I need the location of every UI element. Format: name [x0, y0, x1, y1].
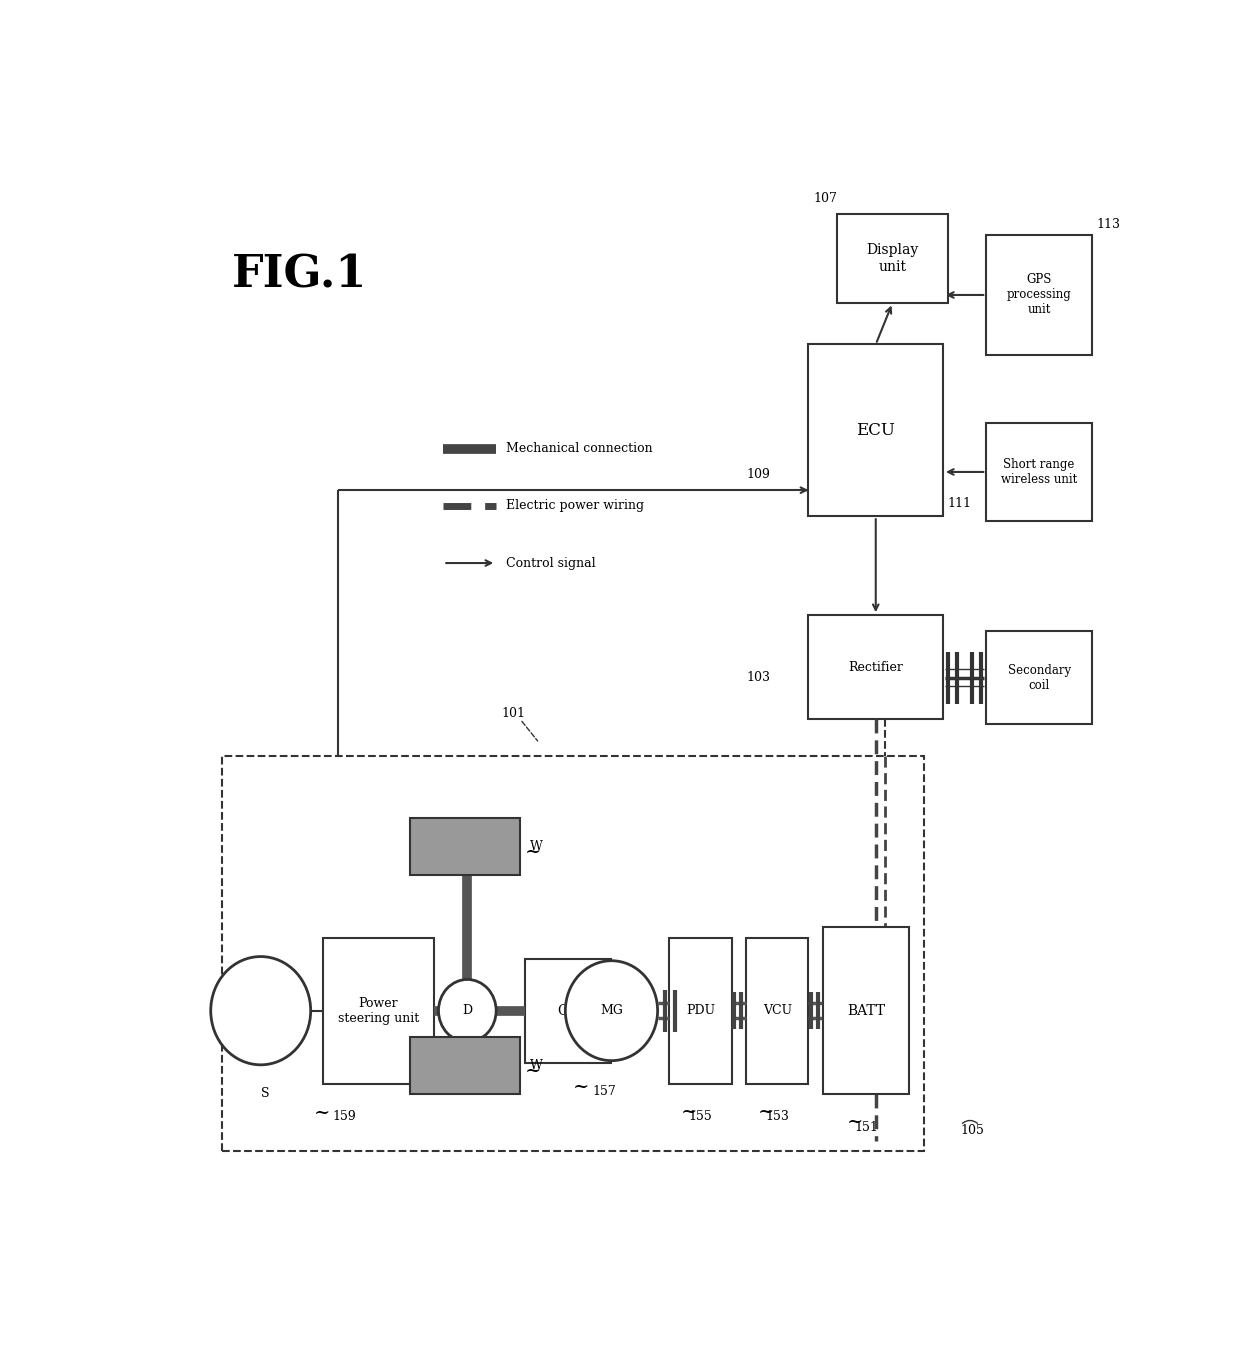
FancyBboxPatch shape: [986, 630, 1092, 725]
Text: ~: ~: [758, 1103, 775, 1121]
FancyBboxPatch shape: [986, 235, 1092, 354]
FancyBboxPatch shape: [837, 215, 947, 303]
Text: ~: ~: [573, 1078, 589, 1095]
Text: Display
unit: Display unit: [867, 243, 919, 273]
Text: D: D: [463, 1005, 472, 1017]
Text: 151: 151: [854, 1121, 878, 1134]
Text: MG: MG: [600, 1005, 622, 1017]
Text: 105: 105: [960, 1124, 985, 1137]
Text: 101: 101: [501, 707, 525, 721]
FancyBboxPatch shape: [324, 938, 434, 1083]
Circle shape: [439, 979, 496, 1042]
Text: Short range
wireless unit: Short range wireless unit: [1001, 458, 1078, 485]
Text: 113: 113: [1096, 218, 1121, 231]
Text: ~: ~: [681, 1103, 698, 1121]
Text: W: W: [529, 840, 543, 853]
Text: 111: 111: [947, 496, 972, 510]
Text: PDU: PDU: [686, 1005, 715, 1017]
Text: Mechanical connection: Mechanical connection: [506, 442, 652, 456]
Text: 153: 153: [765, 1110, 789, 1124]
Text: GB: GB: [558, 1003, 579, 1018]
Text: Secondary
coil: Secondary coil: [1008, 664, 1070, 692]
FancyBboxPatch shape: [409, 1037, 521, 1094]
FancyBboxPatch shape: [670, 938, 732, 1083]
Text: Rectifier: Rectifier: [848, 661, 903, 673]
Text: VCU: VCU: [763, 1005, 792, 1017]
FancyBboxPatch shape: [525, 959, 611, 1063]
Text: Control signal: Control signal: [506, 557, 595, 569]
FancyBboxPatch shape: [808, 345, 944, 516]
Text: 107: 107: [813, 192, 837, 206]
Text: 159: 159: [332, 1110, 357, 1124]
FancyBboxPatch shape: [808, 615, 944, 719]
FancyBboxPatch shape: [823, 927, 909, 1094]
Text: Electric power wiring: Electric power wiring: [506, 499, 644, 512]
Circle shape: [565, 961, 657, 1061]
Text: W: W: [529, 1059, 543, 1072]
Text: ECU: ECU: [857, 422, 895, 439]
Text: GPS
processing
unit: GPS processing unit: [1007, 273, 1071, 316]
Text: 157: 157: [593, 1086, 616, 1098]
FancyBboxPatch shape: [409, 818, 521, 875]
Text: BATT: BATT: [847, 1003, 885, 1018]
Text: Power
steering unit: Power steering unit: [337, 996, 419, 1025]
FancyBboxPatch shape: [222, 756, 924, 1152]
Text: ~: ~: [314, 1103, 330, 1122]
Text: FIG.1: FIG.1: [232, 253, 367, 296]
Text: ~: ~: [847, 1113, 863, 1132]
Text: 109: 109: [746, 468, 770, 481]
Text: ~: ~: [525, 842, 542, 861]
Text: 103: 103: [746, 671, 770, 684]
Text: 155: 155: [688, 1110, 712, 1124]
FancyBboxPatch shape: [746, 938, 808, 1083]
Text: ~: ~: [525, 1061, 542, 1079]
Text: S: S: [262, 1087, 270, 1101]
FancyBboxPatch shape: [986, 422, 1092, 522]
Circle shape: [211, 957, 311, 1065]
